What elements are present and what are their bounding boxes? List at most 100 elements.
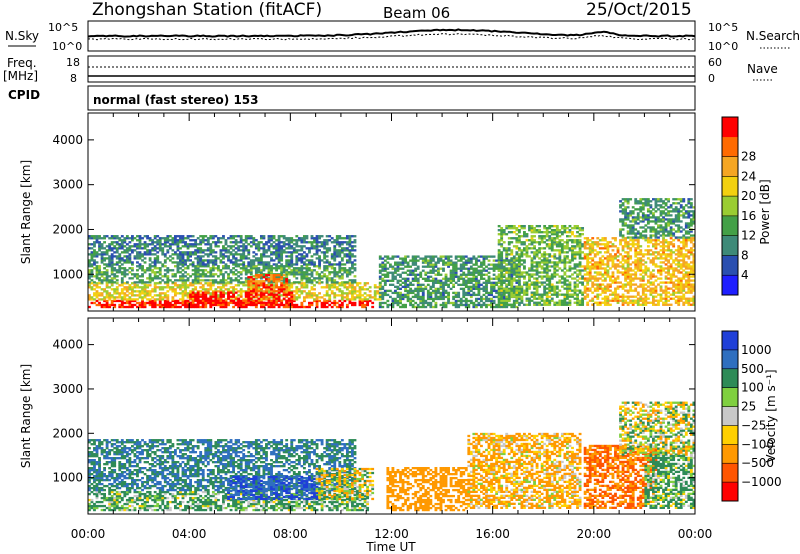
power-cell xyxy=(636,265,640,268)
power-cell xyxy=(502,241,506,244)
power-cell xyxy=(320,281,324,284)
power-cell xyxy=(151,296,155,299)
power-cell xyxy=(338,275,342,278)
power-cell xyxy=(199,269,203,272)
power-cell xyxy=(462,295,466,299)
power-cell xyxy=(609,257,612,260)
power-cell xyxy=(257,269,261,272)
power-cell xyxy=(280,288,284,291)
power-cell xyxy=(209,279,213,282)
power-cell xyxy=(194,249,198,252)
power-cell xyxy=(409,297,413,301)
power-cell xyxy=(555,249,559,252)
power-cell xyxy=(247,286,251,289)
power-cell xyxy=(345,288,349,291)
cpid-strip-frame xyxy=(87,85,696,111)
power-cell xyxy=(90,301,94,305)
power-cell xyxy=(163,286,167,289)
power-cell xyxy=(586,239,590,242)
power-cell xyxy=(108,305,112,309)
power-cell xyxy=(568,265,572,268)
power-cell xyxy=(280,265,284,268)
power-cell xyxy=(131,282,134,285)
power-cell xyxy=(201,259,205,262)
power-cell xyxy=(616,269,620,272)
power-cell xyxy=(133,273,137,276)
power-cell xyxy=(259,257,263,260)
power-cell xyxy=(480,297,483,301)
power-cell xyxy=(621,247,625,250)
power-cell xyxy=(442,301,445,305)
power-cell xyxy=(424,259,428,262)
power-cell xyxy=(500,269,504,272)
power-cell xyxy=(505,291,509,294)
power-cell xyxy=(120,279,124,282)
power-cell xyxy=(616,251,620,254)
power-cell xyxy=(277,235,281,238)
power-cell xyxy=(553,287,557,290)
power-cell xyxy=(411,273,415,276)
power-cell xyxy=(477,297,481,301)
power-cell xyxy=(302,237,306,240)
power-cell xyxy=(168,243,172,246)
power-cell xyxy=(406,273,410,276)
power-cell xyxy=(386,289,390,293)
power-cell xyxy=(295,286,299,289)
power-cell xyxy=(480,305,483,309)
power-cell xyxy=(95,271,99,274)
power-cell xyxy=(540,271,544,274)
power-cell xyxy=(636,251,640,254)
power-cell xyxy=(201,293,205,296)
power-cell xyxy=(353,290,357,293)
power-cell xyxy=(353,279,357,282)
power-cell xyxy=(204,249,208,252)
power-cell xyxy=(348,279,352,282)
power-cell xyxy=(624,239,628,242)
power-cell xyxy=(386,299,390,303)
power-cell xyxy=(409,289,413,293)
power-cell xyxy=(378,265,382,268)
power-cell xyxy=(308,303,311,307)
power-cell xyxy=(558,239,562,242)
power-cell xyxy=(510,293,514,296)
power-cell xyxy=(459,287,463,291)
power-cell xyxy=(186,265,190,268)
power-cell xyxy=(318,263,321,266)
power-cell xyxy=(409,271,413,274)
power-cell xyxy=(189,259,192,262)
power-cell xyxy=(378,269,382,272)
power-cell xyxy=(184,288,187,291)
power-cell xyxy=(93,243,96,246)
power-cell xyxy=(391,291,395,295)
power-cell xyxy=(492,255,496,258)
power-cell xyxy=(287,247,291,250)
power-cell xyxy=(411,303,415,307)
power-cell xyxy=(93,263,96,266)
power-cell xyxy=(505,267,509,270)
power-cell xyxy=(609,241,612,244)
power-cell xyxy=(634,295,638,298)
power-cell xyxy=(252,295,256,298)
power-cell xyxy=(118,305,122,309)
power-cell xyxy=(247,271,251,274)
power-cell xyxy=(98,271,101,274)
power-cell xyxy=(209,243,213,246)
power-cell xyxy=(247,282,251,285)
power-cell xyxy=(219,237,223,240)
power-cell xyxy=(368,290,372,293)
power-cell xyxy=(295,251,299,254)
power-cell xyxy=(540,277,544,280)
power-cell xyxy=(287,297,291,300)
power-cell xyxy=(560,303,564,306)
power-cell xyxy=(287,243,291,246)
power-cell xyxy=(517,293,521,296)
power-cell xyxy=(485,273,488,276)
power-cell xyxy=(148,243,152,246)
power-cell xyxy=(285,301,289,304)
power-cell xyxy=(563,241,567,244)
power-cell xyxy=(538,231,542,234)
power-cell xyxy=(487,277,491,280)
power-cell xyxy=(151,265,155,268)
power-cell xyxy=(100,288,104,291)
power-cell xyxy=(320,271,324,274)
